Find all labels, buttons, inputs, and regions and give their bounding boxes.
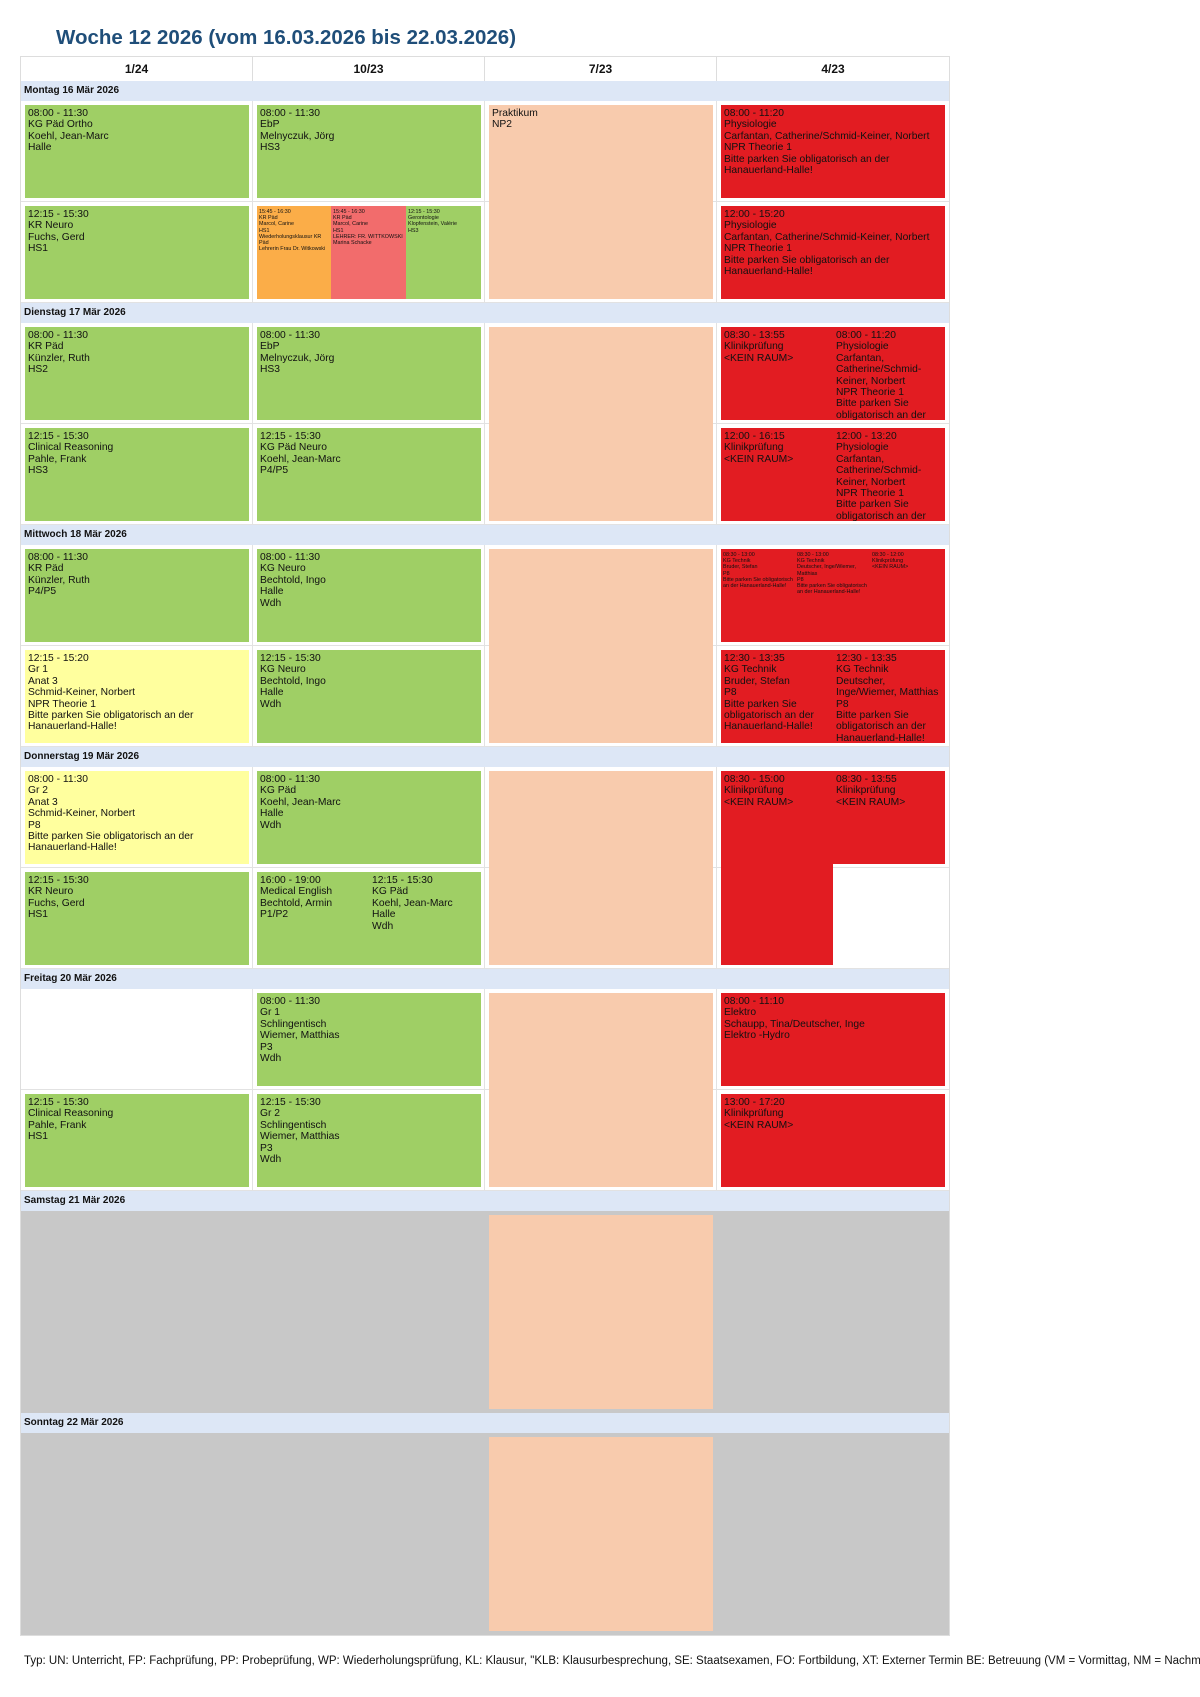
cell-border: [21, 323, 253, 424]
event-block: [489, 1215, 713, 1409]
cell-border: [485, 424, 717, 525]
cell-border: [21, 202, 253, 303]
event: 08:00 - 11:30 KG Päd Koehl, Jean-Marc Ha…: [257, 771, 481, 864]
cell-border: [253, 989, 485, 1090]
cell-border: [253, 868, 485, 969]
event: 15:45 - 16:30 KR Päd Marcol, Carine HS1 …: [331, 206, 406, 299]
cell-border: [717, 767, 949, 868]
event: 12:00 - 15:20 Physiologie Carfantan, Cat…: [721, 206, 945, 299]
column-header: 10/23: [253, 57, 485, 81]
event: 12:15 - 15:30 Gr 2 Schlingentisch Wiemer…: [257, 1094, 481, 1187]
event: 08:30 - 15:00 Klinikprüfung <KEIN RAUM>: [721, 771, 833, 965]
cell-border: [21, 424, 253, 525]
column-header: 4/23: [821, 62, 845, 76]
day-label: Dienstag 17 Mär 2026: [21, 303, 949, 323]
cell-border: [485, 202, 717, 303]
event: 08:00 - 11:30 Gr 1 Schlingentisch Wiemer…: [257, 993, 481, 1086]
cell-border: [21, 1090, 253, 1191]
column-header: 7/23: [485, 57, 717, 81]
day-label: Montag 16 Mär 2026: [21, 81, 949, 101]
event: 08:00 - 11:30 KR Päd Künzler, Ruth HS2: [25, 327, 249, 420]
cell-border: [21, 101, 253, 202]
event: 08:30 - 13:00 KG Technik Bruder, Stefan …: [721, 549, 796, 642]
cell-border: [717, 646, 949, 747]
cell-border: [485, 868, 717, 969]
event: 15:45 - 16:30 KR Päd Marcol, Carine HS1 …: [257, 206, 332, 299]
cell-border: [253, 101, 485, 202]
event: 08:00 - 11:30 KG Päd Ortho Koehl, Jean-M…: [25, 105, 249, 198]
weekend-block: [21, 1433, 949, 1635]
cell-border: [717, 101, 949, 202]
event-block: [489, 549, 713, 743]
event: 13:00 - 17:20 Klinikprüfung <KEIN RAUM>: [721, 1094, 945, 1187]
weekend-block: [21, 1211, 949, 1413]
cell-border: [717, 424, 949, 525]
event-block: [489, 993, 713, 1187]
day-label: Donnerstag 19 Mär 2026: [21, 747, 949, 767]
event-block: [489, 1437, 713, 1631]
event: 12:15 - 15:30 Clinical Reasoning Pahle, …: [25, 428, 249, 521]
day-label: Samstag 21 Mär 2026: [21, 1191, 949, 1211]
schedule-grid: 1/24 10/23 7/23 4/23 Montag 16 Mär 2026 …: [20, 56, 950, 1636]
cell-border: [485, 1090, 717, 1191]
event: 08:30 - 13:00 KG Technik Deutscher, Inge…: [795, 549, 870, 642]
event: 16:00 - 19:00 Medical English Bechtold, …: [257, 872, 369, 965]
event: 12:00 - 13:20 Physiologie Carfantan, Cat…: [833, 428, 945, 521]
event: 12:15 - 15:30 KG Neuro Bechtold, Ingo Ha…: [257, 650, 481, 743]
cell-border: [21, 868, 253, 969]
event: 12:00 - 16:15 Klinikprüfung <KEIN RAUM>: [721, 428, 833, 521]
event: 08:00 - 11:30 KG Neuro Bechtold, Ingo Ha…: [257, 549, 481, 642]
event: 12:15 - 15:30 Clinical Reasoning Pahle, …: [25, 1094, 249, 1187]
cell-border: [485, 646, 717, 747]
event-block: [489, 327, 713, 521]
cell-border: [21, 545, 253, 646]
event: 08:30 - 13:55 Klinikprüfung <KEIN RAUM>: [721, 327, 833, 420]
event: 12:30 - 13:35 KG Technik Deutscher, Inge…: [833, 650, 945, 743]
legend-note: Typ: UN: Unterricht, FP: Fachprüfung, PP…: [24, 1655, 1200, 1667]
event: 08:00 - 11:30 EbP Melnyczuk, Jörg HS3: [257, 327, 481, 420]
event: 08:00 - 11:20 Physiologie Carfantan, Cat…: [833, 327, 945, 420]
event: 08:00 - 11:30 KR Päd Künzler, Ruth P4/P5: [25, 549, 249, 642]
cell-border: [717, 545, 949, 646]
cell-border: [21, 767, 253, 868]
cell-border: [717, 1090, 949, 1191]
event: 08:00 - 11:30 Gr 2 Anat 3 Schmid-Keiner,…: [25, 771, 249, 864]
event: Praktikum NP2: [489, 105, 713, 299]
cell-border: [717, 868, 949, 969]
cell-border: [253, 646, 485, 747]
cell-border: [717, 989, 949, 1090]
event: 12:15 - 15:30 KG Päd Neuro Koehl, Jean-M…: [257, 428, 481, 521]
day-label: Freitag 20 Mär 2026: [21, 969, 949, 989]
event: 08:30 - 12:00 Klinikprüfung <KEIN RAUM>: [870, 549, 945, 642]
event: 12:15 - 15:20 Gr 1 Anat 3 Schmid-Keiner,…: [25, 650, 249, 743]
event: 08:30 - 13:55 Klinikprüfung <KEIN RAUM>: [833, 771, 945, 864]
event: 12:15 - 15:30 KR Neuro Fuchs, Gerd HS1: [25, 206, 249, 299]
cell-border: [253, 202, 485, 303]
event: 12:15 - 15:30 Gerontologie Klopfenstein,…: [406, 206, 481, 299]
cell-border: [253, 424, 485, 525]
event: 12:15 - 15:30 KR Neuro Fuchs, Gerd HS1: [25, 872, 249, 965]
cell-border: [253, 323, 485, 424]
cell-border: [717, 202, 949, 303]
day-label: Sonntag 22 Mär 2026: [21, 1413, 949, 1433]
column-header: 1/24: [21, 57, 253, 81]
event: 12:15 - 15:30 KG Päd Koehl, Jean-Marc Ha…: [369, 872, 481, 965]
cell-border: [21, 989, 253, 1090]
page-title: Woche 12 2026 (vom 16.03.2026 bis 22.03.…: [56, 26, 517, 49]
cell-border: [253, 1090, 485, 1191]
event: 08:00 - 11:30 EbP Melnyczuk, Jörg HS3: [257, 105, 481, 198]
cell-border: [21, 646, 253, 747]
cell-border: [717, 323, 949, 424]
event: 12:30 - 13:35 KG Technik Bruder, Stefan …: [721, 650, 833, 743]
day-label: Mittwoch 18 Mär 2026: [21, 525, 949, 545]
event: 08:00 - 11:20 Physiologie Carfantan, Cat…: [721, 105, 945, 198]
cell-border: [253, 545, 485, 646]
event: 08:00 - 11:10 Elektro Schaupp, Tina/Deut…: [721, 993, 945, 1086]
cell-border: [253, 767, 485, 868]
event-block: [489, 771, 713, 965]
